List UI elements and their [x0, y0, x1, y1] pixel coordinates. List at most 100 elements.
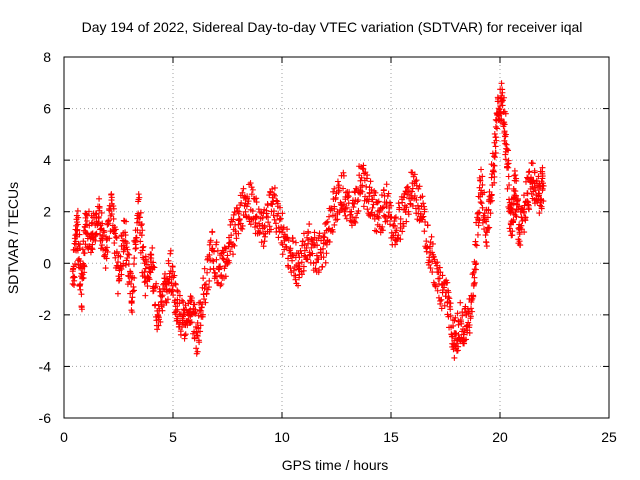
data-point — [129, 294, 136, 301]
data-point — [284, 226, 291, 233]
data-point — [491, 168, 498, 175]
data-point — [457, 299, 464, 306]
data-point — [491, 179, 498, 186]
data-point — [495, 98, 502, 105]
data-point — [342, 212, 349, 219]
data-point — [447, 306, 454, 313]
data-point — [305, 237, 312, 244]
data-point — [177, 328, 184, 335]
data-point — [233, 235, 240, 242]
data-point — [131, 274, 138, 281]
data-point — [359, 188, 366, 195]
data-point — [92, 237, 99, 244]
data-point — [179, 324, 186, 331]
data-point — [476, 217, 483, 224]
data-point — [477, 199, 484, 206]
data-point — [501, 121, 508, 128]
data-point — [240, 212, 247, 219]
data-point — [446, 295, 453, 302]
data-point — [411, 171, 418, 178]
data-point — [375, 198, 382, 205]
data-point — [395, 232, 402, 239]
data-point — [253, 199, 260, 206]
data-point — [231, 242, 238, 249]
data-point — [71, 277, 78, 284]
data-point — [502, 110, 509, 117]
data-point — [188, 319, 195, 326]
data-point — [502, 151, 509, 158]
data-point — [331, 203, 338, 210]
data-point — [265, 214, 272, 221]
data-point — [273, 197, 280, 204]
data-point — [209, 229, 216, 236]
data-point — [174, 287, 181, 294]
data-point — [392, 214, 399, 221]
data-point — [300, 267, 307, 274]
data-point — [369, 196, 376, 203]
data-point — [110, 205, 117, 212]
data-point — [224, 260, 231, 267]
data-point — [379, 223, 386, 230]
data-point — [491, 130, 498, 137]
data-point — [447, 312, 454, 319]
data-point — [201, 265, 208, 272]
data-point — [251, 195, 258, 202]
data-point — [287, 249, 294, 256]
data-point — [195, 312, 202, 319]
data-point — [200, 291, 207, 298]
data-point — [479, 173, 486, 180]
data-point — [494, 110, 501, 117]
x-tick-label: 25 — [601, 429, 617, 445]
data-point — [343, 204, 350, 211]
data-point — [432, 283, 439, 290]
data-point — [332, 194, 339, 201]
data-point — [492, 143, 499, 150]
data-point — [248, 191, 255, 198]
data-point — [468, 305, 475, 312]
data-point — [301, 252, 308, 259]
data-point — [414, 202, 421, 209]
data-point — [536, 190, 543, 197]
data-point — [146, 276, 153, 283]
data-point — [195, 337, 202, 344]
data-point — [520, 192, 527, 199]
data-point — [488, 197, 495, 204]
data-point — [359, 165, 366, 172]
data-point — [469, 308, 476, 315]
data-point — [161, 286, 168, 293]
data-point — [77, 281, 84, 288]
data-point — [400, 220, 407, 227]
data-point — [279, 251, 286, 258]
data-point — [418, 203, 425, 210]
data-point — [523, 198, 530, 205]
data-point — [220, 256, 227, 263]
data-point — [322, 239, 329, 246]
data-point — [539, 173, 546, 180]
data-point — [258, 239, 265, 246]
data-point — [74, 219, 81, 226]
data-point — [144, 283, 151, 290]
data-point — [272, 220, 279, 227]
data-point — [138, 221, 145, 228]
data-point — [123, 218, 130, 225]
data-point — [478, 166, 485, 173]
data-point — [429, 269, 436, 276]
data-point — [111, 239, 118, 246]
data-point — [295, 282, 302, 289]
data-point — [69, 280, 76, 287]
data-point — [283, 244, 290, 251]
data-point — [479, 181, 486, 188]
data-point — [429, 240, 436, 247]
data-point — [171, 272, 178, 279]
data-point — [242, 208, 249, 215]
data-point — [427, 265, 434, 272]
data-point — [471, 274, 478, 281]
data-point — [190, 309, 197, 316]
data-point — [279, 229, 285, 236]
data-point — [207, 237, 214, 244]
data-point — [492, 123, 499, 130]
data-point — [72, 260, 79, 267]
data-point — [138, 222, 145, 229]
data-point — [204, 286, 211, 293]
data-point — [260, 243, 267, 250]
